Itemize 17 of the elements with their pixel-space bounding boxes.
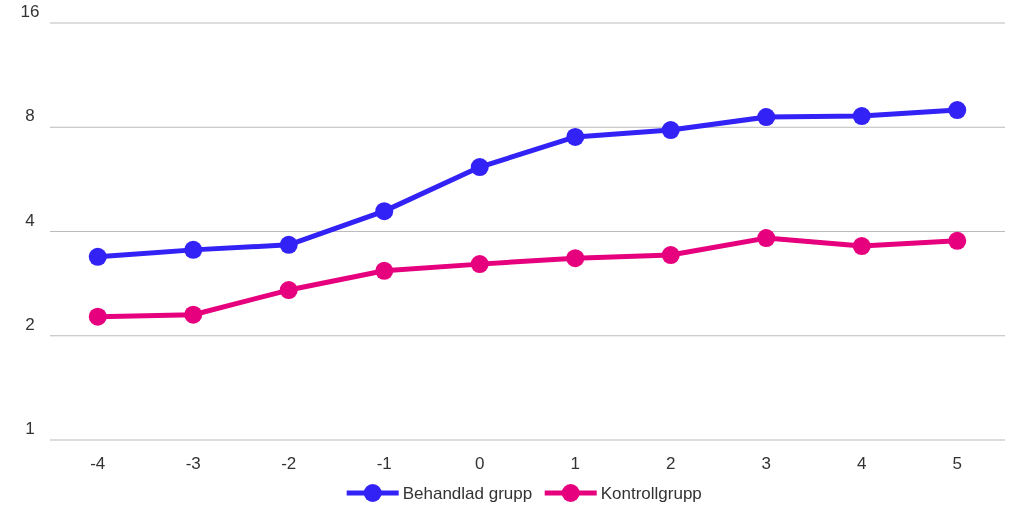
x-tick-label: 2 <box>666 454 676 473</box>
x-tick-label: -4 <box>90 454 106 473</box>
x-tick-label: 0 <box>475 454 485 473</box>
x-tick-label: -1 <box>376 454 392 473</box>
y-tick-label: 16 <box>20 2 40 22</box>
x-tick-label: 1 <box>570 454 580 473</box>
legend-label: Kontrollgrupp <box>600 483 702 503</box>
y-tick-label: 2 <box>25 314 35 334</box>
y-tick-label: 8 <box>25 106 35 126</box>
x-tick-label: -3 <box>185 454 201 473</box>
x-tick-label: 4 <box>857 454 867 473</box>
legend-label: Behandlad grupp <box>402 483 533 503</box>
x-tick-label: 3 <box>761 454 771 473</box>
y-tick-label: 4 <box>25 210 35 230</box>
x-tick-label: -2 <box>281 454 297 473</box>
y-tick-label: 1 <box>25 419 35 439</box>
x-tick-label: 5 <box>952 454 962 473</box>
